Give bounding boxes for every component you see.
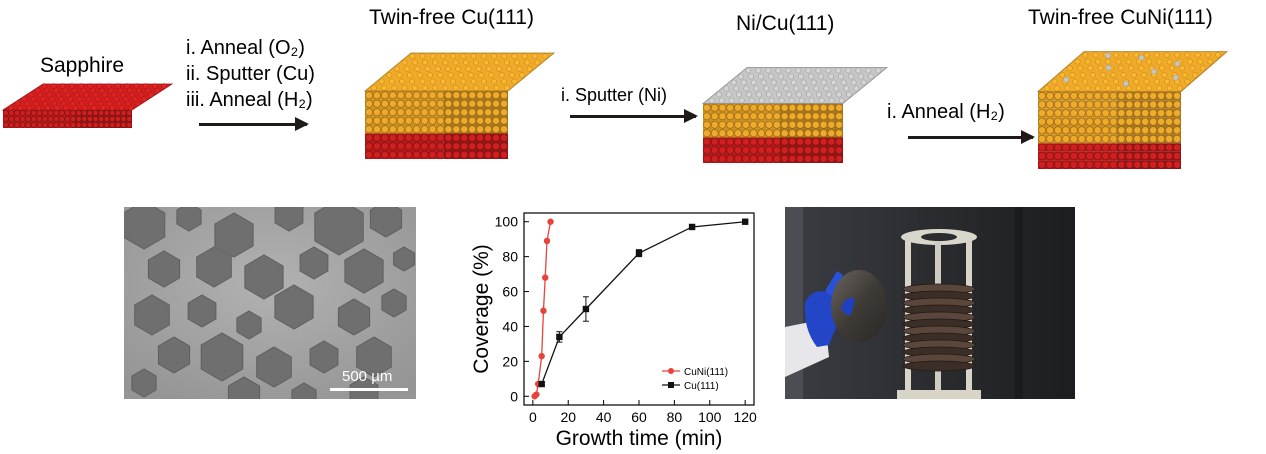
hexagonal-domain	[227, 376, 261, 399]
y-tick-label: 40	[502, 318, 518, 334]
data-point	[538, 380, 545, 388]
legend-label: CuNi(111)	[684, 367, 728, 378]
x-axis-label: Growth time (min)	[556, 427, 723, 450]
y-axis-label: Coverage (%)	[470, 244, 493, 374]
twin-free-cu-model	[363, 52, 556, 159]
x-tick-label: 40	[596, 409, 612, 425]
hexagonal-domain	[256, 346, 292, 388]
hexagonal-domain	[214, 212, 254, 258]
step1-line1: i. Anneal (O₂)	[186, 37, 305, 59]
data-point	[635, 249, 643, 257]
hexagonal-domain	[291, 382, 317, 399]
data-point	[582, 305, 590, 313]
legend-marker	[668, 382, 674, 388]
stage-label-ni-cu: Ni/Cu(111)	[736, 12, 835, 35]
hexagonal-domain	[124, 207, 166, 250]
step1-line2: ii. Sputter (Cu)	[186, 63, 315, 85]
hexagonal-domain	[157, 336, 191, 374]
hexagonal-domain	[147, 250, 181, 288]
hexagonal-domain	[176, 207, 202, 232]
legend-label: Cu(111)	[684, 381, 719, 392]
hexagonal-domains-image	[124, 207, 416, 399]
twin-free-cuni-model	[1036, 51, 1229, 169]
data-point	[688, 223, 696, 231]
scalebar-label: 500 µm	[342, 368, 393, 385]
legend-marker	[668, 368, 674, 374]
y-tick-label: 60	[502, 284, 518, 300]
sapphire-substrate-model	[1, 83, 174, 128]
hexagonal-domain	[274, 207, 304, 232]
x-tick-label: 0	[529, 409, 537, 425]
hexagonal-domain	[309, 340, 339, 374]
process-arrow-1	[199, 117, 309, 131]
step3-line1: i. Anneal (H₂)	[887, 101, 1005, 123]
hexagonal-domain	[344, 248, 384, 294]
hexagonal-domain	[381, 288, 407, 318]
wafer-rack-image	[785, 207, 1075, 399]
data-point	[556, 333, 563, 341]
x-tick-label: 100	[698, 409, 722, 425]
hexagonal-domain	[196, 246, 232, 288]
data-point	[533, 391, 540, 398]
stage-label-twin-free-cuni: Twin-free CuNi(111)	[1028, 6, 1213, 29]
hexagonal-domain	[200, 332, 244, 382]
data-point	[540, 307, 547, 314]
hexagonal-domain	[244, 254, 284, 300]
x-tick-label: 120	[733, 409, 757, 425]
hexagonal-domain	[369, 207, 403, 238]
data-point	[542, 274, 549, 281]
step1-line3: iii. Anneal (H₂)	[186, 89, 313, 111]
step2-line1: i. Sputter (Ni)	[561, 85, 668, 105]
hexagonal-domain	[131, 368, 157, 398]
hexagonal-domain	[187, 294, 217, 328]
ni-cu-model	[701, 67, 889, 163]
y-tick-label: 100	[495, 214, 519, 230]
y-tick-label: 80	[502, 249, 518, 265]
y-tick-label: 0	[510, 388, 518, 404]
coverage-chart: 0 20 40 60 80 100 120 0 20 40 60 80 100 Growth time (…	[470, 212, 757, 450]
wafer-photo	[785, 207, 1075, 399]
hexagonal-domain	[393, 246, 415, 272]
process-arrow-2	[570, 109, 698, 123]
x-tick-label: 20	[560, 409, 576, 425]
hexagonal-domain	[314, 207, 364, 256]
stage-label-sapphire: Sapphire	[40, 54, 125, 77]
x-tick-label: 60	[631, 409, 647, 425]
data-point	[543, 237, 551, 245]
hexagonal-domain	[274, 284, 314, 330]
y-tick-label: 20	[502, 353, 518, 369]
hexagonal-domain	[337, 298, 371, 336]
sem-micrograph: 500 µm	[124, 207, 416, 399]
data-point	[538, 352, 545, 360]
hexagonal-domain	[299, 246, 329, 280]
data-point	[547, 218, 554, 225]
scalebar	[330, 388, 408, 391]
hexagonal-domain	[236, 310, 262, 340]
x-tick-label: 80	[667, 409, 683, 425]
series-line	[541, 221, 746, 385]
process-arrow-3	[908, 130, 1035, 144]
hexagonal-domain	[356, 336, 392, 378]
hexagonal-domain	[134, 294, 170, 336]
data-point	[741, 218, 749, 225]
stage-label-twin-free-cu: Twin-free Cu(111)	[369, 6, 534, 29]
